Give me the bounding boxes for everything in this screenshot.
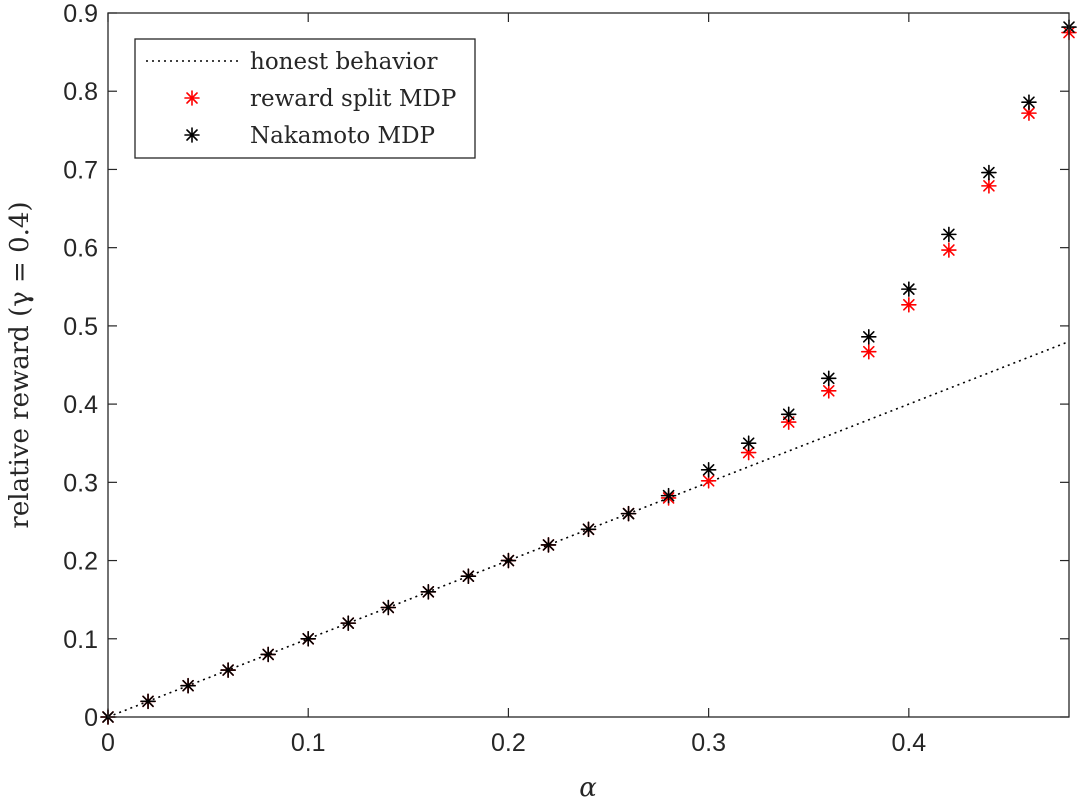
legend-marker-reward-split-mdp xyxy=(184,90,200,106)
data-point-nakamoto-mdp xyxy=(540,537,557,553)
data-point-reward-split-mdp xyxy=(941,242,957,258)
ticks-layer: 0 0.1 0.2 0.3 0.4 0.5 0.6 0.7 0.8 0.9 0 0.1 0.2 0.3 0.… xyxy=(63,0,1069,757)
data-point-nakamoto-mdp xyxy=(740,435,757,452)
data-point-nakamoto-mdp xyxy=(780,406,797,423)
data-point-nakamoto-mdp xyxy=(220,662,236,678)
y-tick-label: 0.3 xyxy=(63,469,98,497)
y-tick-label: 0.9 xyxy=(63,0,98,28)
data-point-nakamoto-mdp xyxy=(620,505,637,522)
legend-asterisk-black xyxy=(184,127,200,143)
x-tick-label: 0.3 xyxy=(691,729,726,757)
data-point-nakamoto-mdp xyxy=(901,281,917,297)
axes-box xyxy=(107,12,1070,718)
data-point-nakamoto-mdp xyxy=(140,693,156,710)
data-point-reward-split-mdp xyxy=(981,178,997,194)
data-point-nakamoto-mdp xyxy=(340,615,357,631)
x-tick-label: 0.2 xyxy=(491,729,526,757)
data-point-nakamoto-mdp xyxy=(420,584,437,600)
x-tick-label: 0.1 xyxy=(291,729,326,757)
data-point-nakamoto-mdp xyxy=(180,677,196,694)
series-layer xyxy=(100,19,1077,725)
x-axis-label: α xyxy=(579,773,597,802)
data-point-nakamoto-mdp xyxy=(820,370,837,387)
y-tick-label: 0 xyxy=(84,704,98,732)
y-tick-label: 0.6 xyxy=(63,235,98,263)
legend-label-reward-split-mdp: reward split MDP xyxy=(250,86,456,112)
data-point-nakamoto-mdp xyxy=(260,646,276,663)
data-point-reward-split-mdp xyxy=(820,383,837,399)
x-tick-label: 0 xyxy=(101,729,115,757)
y-tick-label: 0.5 xyxy=(63,313,98,341)
y-axis-label: relative reward (γ = 0.4) xyxy=(5,201,35,528)
data-point-nakamoto-mdp xyxy=(300,630,317,647)
data-point-reward-split-mdp xyxy=(1021,105,1037,121)
data-point-reward-split-mdp xyxy=(860,343,877,360)
data-point-nakamoto-mdp xyxy=(580,521,597,538)
x-tick-label: 0.4 xyxy=(891,729,926,757)
data-point-nakamoto-mdp xyxy=(941,226,957,243)
data-point-nakamoto-mdp xyxy=(500,552,517,569)
y-tick-label: 0.2 xyxy=(63,548,98,576)
data-point-nakamoto-mdp xyxy=(981,164,997,181)
y-tick-label: 0.4 xyxy=(63,391,98,419)
legend-marker-nakamoto-mdp xyxy=(184,127,200,143)
data-point-nakamoto-mdp xyxy=(700,462,717,478)
legend-label-nakamoto-mdp: Nakamoto MDP xyxy=(250,123,435,149)
data-point-reward-split-mdp xyxy=(901,296,917,313)
data-point-nakamoto-mdp xyxy=(460,568,477,585)
data-point-nakamoto-mdp xyxy=(860,329,877,345)
data-point-nakamoto-mdp xyxy=(1021,94,1037,110)
data-point-nakamoto-mdp xyxy=(660,487,677,504)
y-tick-label: 0.7 xyxy=(63,156,98,184)
legend: honest behavior reward split MDP Nakamot… xyxy=(134,38,476,159)
data-point-nakamoto-mdp xyxy=(380,599,397,616)
y-tick-label: 0.8 xyxy=(63,78,98,106)
legend-label-honest-behavior: honest behavior xyxy=(250,49,438,75)
y-tick-label: 0.1 xyxy=(63,626,98,654)
legend-asterisk-red xyxy=(184,90,200,106)
series-line-honest-behavior xyxy=(107,340,1070,718)
